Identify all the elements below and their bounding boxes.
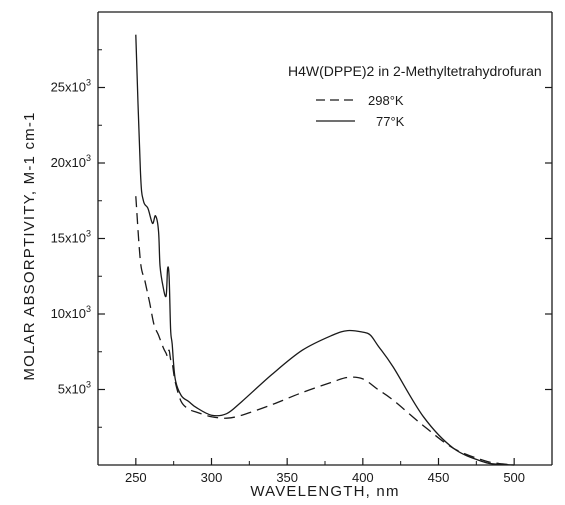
x-axis-title: WAVELENGTH, nm (250, 483, 399, 500)
x-tick-label: 350 (276, 470, 298, 485)
y-tick-label: 20x103 (51, 153, 91, 170)
legend-title: H4W(DPPE)2 in 2-Methyltetrahydrofuran (288, 63, 542, 79)
series-group (135, 34, 515, 466)
y-tick-label: 10x103 (51, 304, 91, 321)
y-tick-label: 25x103 (51, 78, 91, 95)
x-tick-label: 400 (352, 470, 374, 485)
y-tick-label: 5x103 (58, 380, 91, 397)
legend-label-77K: 77°K (376, 114, 405, 129)
y-axis-ticks: 5x103 10x103 15x103 20x103 25x103 (51, 49, 552, 428)
legend: H4W(DPPE)2 in 2-Methyltetrahydrofuran 29… (288, 63, 542, 129)
plot-frame (97, 11, 553, 466)
x-tick-label: 250 (125, 470, 147, 485)
y-tick-label: 15x103 (51, 229, 91, 246)
x-axis-ticks: 250 300 350 400 450 500 (125, 458, 553, 485)
series-298K-line (135, 196, 515, 466)
y-axis-title: MOLAR ABSORPTIVITY, M-1 cm-1 (21, 111, 38, 380)
x-tick-label: 450 (428, 470, 450, 485)
x-tick-label: 500 (503, 470, 525, 485)
x-tick-label: 300 (201, 470, 223, 485)
legend-title-text: H4W(DPPE)2 in 2-Methyltetrahydrofuran (288, 63, 542, 79)
series-77K-line (135, 34, 515, 466)
legend-label-298K: 298°K (368, 93, 404, 108)
